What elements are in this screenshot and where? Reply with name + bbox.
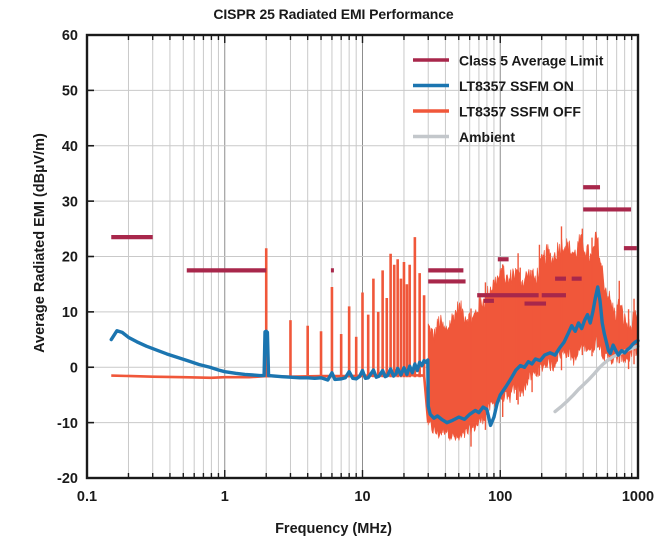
y-tick-label: 10	[62, 305, 78, 321]
legend-label: Ambient	[459, 129, 515, 145]
y-tick-label: 0	[70, 360, 78, 376]
axis-ticks	[86, 34, 639, 479]
data-series-layer	[109, 185, 640, 447]
x-tick-label: 100	[488, 489, 512, 505]
x-tick-label: 1	[221, 489, 229, 505]
legend-label: Class 5 Average Limit	[459, 53, 604, 69]
y-tick-label: 20	[62, 250, 78, 266]
y-tick-label: 40	[62, 139, 78, 155]
x-tick-label: 0.1	[77, 489, 97, 505]
y-tick-label: -20	[57, 471, 78, 487]
x-axis-label: Frequency (MHz)	[275, 521, 392, 537]
y-tick-label: 60	[62, 28, 78, 44]
major-gridlines	[86, 35, 639, 478]
y-tick-label: -10	[57, 416, 78, 432]
y-tick-label: 50	[62, 84, 78, 100]
x-tick-label: 1000	[622, 489, 654, 505]
chart-legend: Class 5 Average Limit LT8357 SSFM ON LT835…	[413, 53, 604, 145]
y-tick-label: 30	[62, 194, 78, 210]
chart-title: CISPR 25 Radiated EMI Performance	[213, 6, 454, 22]
legend-label: LT8357 SSFM OFF	[459, 104, 581, 120]
x-tick-label: 10	[354, 489, 370, 505]
axis-tick-labels: -20 -10 0 10 20 30 40 50 60 0.1 1 10 100 1000	[57, 28, 654, 505]
legend-label: LT8357 SSFM ON	[459, 78, 574, 94]
